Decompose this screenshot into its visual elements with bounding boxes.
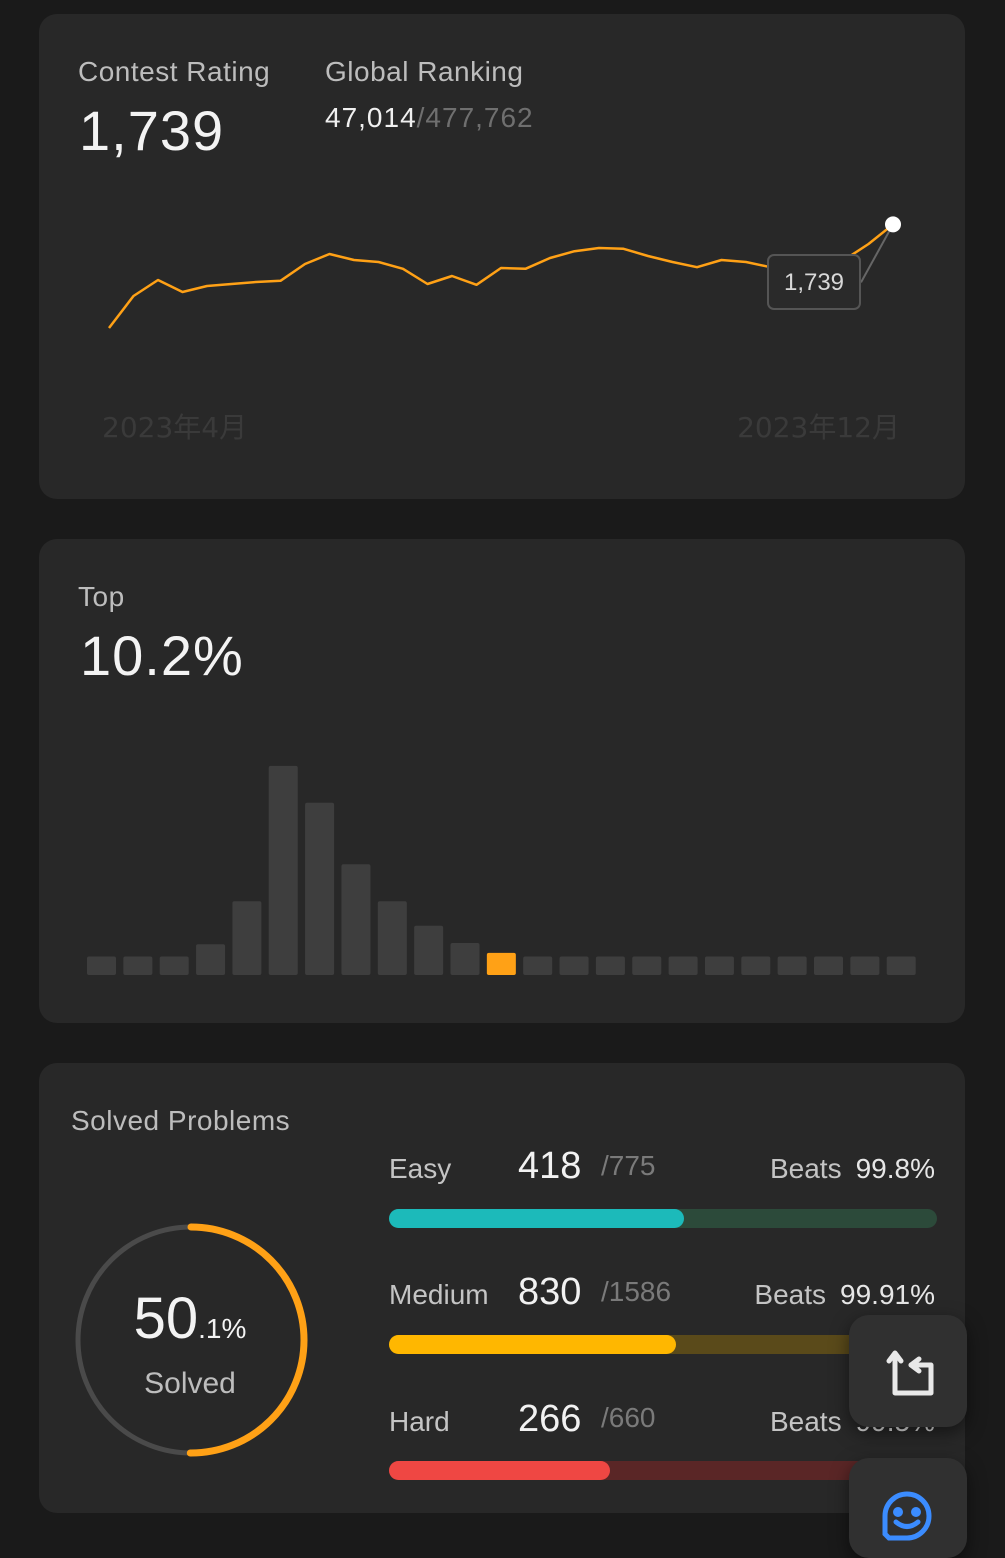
- top-value: 10.2%: [80, 624, 244, 687]
- distribution-bar[interactable]: [87, 956, 116, 975]
- solved-percent-dec: .1%: [198, 1313, 247, 1344]
- contest-rating-value: 1,739: [79, 99, 225, 162]
- contest-rating-label: Contest Rating: [78, 56, 271, 87]
- distribution-bar[interactable]: [232, 901, 262, 975]
- rating-tooltip: [767, 254, 861, 310]
- easy-label: Easy: [389, 1153, 452, 1184]
- distribution-bar[interactable]: [777, 956, 807, 975]
- easy-total: /775: [601, 1150, 656, 1181]
- distribution-bar[interactable]: [268, 765, 298, 975]
- rating-line: [108, 223, 894, 329]
- x-tick-label: 2023年12月: [737, 411, 900, 444]
- distribution-bar[interactable]: [704, 956, 734, 975]
- medium-label: Medium: [389, 1279, 489, 1310]
- easy-progress-fill: [389, 1209, 685, 1228]
- solved-percent: 50.1%: [75, 1285, 305, 1352]
- ring-progress: [186, 1223, 308, 1457]
- distribution-bar[interactable]: [377, 901, 407, 975]
- distribution-bar[interactable]: [523, 956, 553, 975]
- distribution-bar[interactable]: [196, 944, 226, 975]
- global-ranking-value: 47,014/477,762: [325, 102, 534, 134]
- distribution-bar[interactable]: [305, 802, 335, 975]
- distribution-bar[interactable]: [632, 956, 662, 975]
- easy-beats: Beats 99.8%: [770, 1153, 935, 1185]
- medium-beats-label: Beats: [754, 1279, 827, 1310]
- distribution-bar-current[interactable]: [486, 952, 516, 975]
- easy-count: 418: [518, 1145, 582, 1187]
- hard-total: /660: [601, 1402, 656, 1433]
- smile-chat-icon: [882, 1491, 932, 1541]
- solved-percent-int: 50: [133, 1286, 199, 1351]
- rotate-button[interactable]: [849, 1315, 967, 1427]
- distribution-bar[interactable]: [450, 943, 480, 975]
- rating-current-point[interactable]: [885, 216, 901, 233]
- global-ranking-label: Global Ranking: [325, 56, 524, 87]
- rating-tooltip-text: 1,739: [784, 269, 844, 296]
- distribution-bar[interactable]: [668, 956, 698, 975]
- distribution-bar[interactable]: [886, 956, 916, 975]
- distribution-bar[interactable]: [559, 956, 589, 975]
- distribution-bar[interactable]: [595, 956, 625, 975]
- distribution-bar[interactable]: [850, 956, 880, 975]
- medium-total: /1586: [601, 1276, 672, 1307]
- distribution-bar[interactable]: [414, 925, 444, 975]
- solved-problems-title: Solved Problems: [71, 1105, 291, 1136]
- hard-progress-fill: [389, 1461, 610, 1480]
- hard-beats-label: Beats: [769, 1406, 842, 1437]
- solved-progress-ring: [75, 1223, 308, 1457]
- solved-label: Solved: [144, 1367, 236, 1400]
- feedback-button[interactable]: [849, 1458, 967, 1558]
- medium-beats-value: 99.91%: [840, 1279, 935, 1310]
- easy-progress-bar: [389, 1209, 937, 1228]
- distribution-bar[interactable]: [159, 956, 189, 975]
- contest-rating-card: Contest Rating 1,739 Global Ranking 47,0…: [39, 14, 965, 499]
- distribution-bar[interactable]: [123, 956, 153, 975]
- hard-label: Hard: [389, 1406, 450, 1437]
- global-rank: 47,014: [325, 102, 417, 133]
- hard-count: 266: [518, 1398, 582, 1440]
- rating-line-chart[interactable]: 1,739 2023年4月 2023年12月: [39, 14, 965, 499]
- solved-problems-card: Solved Problems 50.1% Solved Easy 418 /7…: [39, 1063, 965, 1513]
- x-tick-label: 2023年4月: [102, 411, 247, 444]
- global-total: /477,762: [416, 102, 534, 133]
- distribution-bar[interactable]: [741, 956, 771, 975]
- medium-count: 830: [518, 1271, 582, 1313]
- tooltip-pointer: [860, 223, 894, 283]
- distribution-bar[interactable]: [341, 864, 371, 975]
- easy-beats-label: Beats: [769, 1153, 842, 1184]
- medium-progress-bar: [389, 1335, 937, 1354]
- rotate-icon: [886, 1350, 934, 1396]
- medium-progress-fill: [389, 1335, 676, 1354]
- rating-distribution-chart[interactable]: [39, 539, 965, 1023]
- distribution-bar[interactable]: [814, 956, 843, 975]
- top-label: Top: [78, 581, 125, 612]
- medium-beats: Beats 99.91%: [754, 1279, 935, 1311]
- hard-progress-bar: [389, 1461, 937, 1480]
- top-percentile-card: Top 10.2%: [39, 539, 965, 1023]
- easy-beats-value: 99.8%: [855, 1153, 935, 1184]
